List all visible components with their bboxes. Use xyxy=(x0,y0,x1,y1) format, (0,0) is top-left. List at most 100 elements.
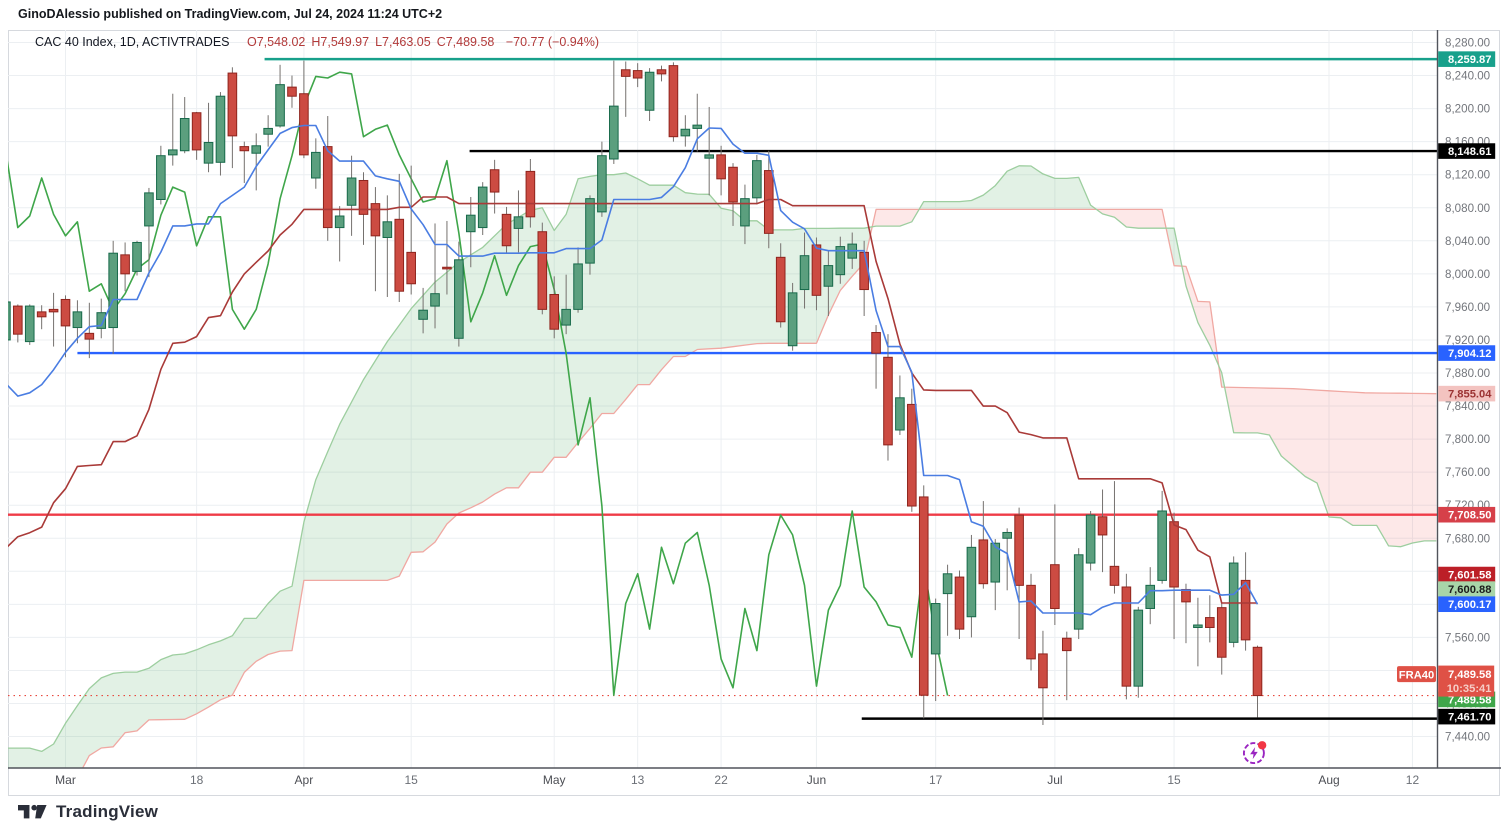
candle[interactable] xyxy=(1145,567,1156,625)
candle[interactable] xyxy=(752,154,762,205)
candle[interactable] xyxy=(740,184,750,245)
price-label-hline[interactable]: 8,148.61 xyxy=(1438,143,1496,159)
candle[interactable] xyxy=(13,304,23,343)
tenkan-label[interactable]: 7,600.17 xyxy=(1438,596,1496,613)
candle[interactable] xyxy=(775,243,786,328)
candle[interactable] xyxy=(454,241,464,347)
candle[interactable] xyxy=(1050,504,1060,626)
candle[interactable] xyxy=(489,159,500,214)
candle[interactable] xyxy=(251,133,262,191)
candle[interactable] xyxy=(120,242,130,292)
candle[interactable] xyxy=(1193,597,1203,667)
candle[interactable] xyxy=(609,60,619,164)
candle[interactable] xyxy=(239,141,250,183)
candle[interactable] xyxy=(1133,606,1144,698)
candle[interactable] xyxy=(585,195,595,275)
candle[interactable] xyxy=(394,173,405,302)
candle[interactable] xyxy=(644,68,655,121)
candle[interactable] xyxy=(978,501,989,589)
tradingview-footer[interactable]: TradingView xyxy=(18,799,158,825)
candle[interactable] xyxy=(60,295,71,358)
candle[interactable] xyxy=(966,534,977,638)
candle[interactable] xyxy=(382,195,393,297)
plot-area[interactable] xyxy=(0,30,1438,778)
candle[interactable] xyxy=(167,93,178,166)
candle[interactable] xyxy=(787,282,798,351)
candle[interactable] xyxy=(704,106,714,196)
candle[interactable] xyxy=(358,172,369,245)
candle[interactable] xyxy=(84,302,95,359)
candle[interactable] xyxy=(96,298,107,339)
candle[interactable] xyxy=(370,187,381,292)
x-axis-labels[interactable]: Mar 18 Apr 15 May 13 22 Jun 17 Jul 15 Aug 12 xyxy=(55,773,1419,787)
candle[interactable] xyxy=(835,236,846,284)
horizontal-lines[interactable] xyxy=(0,57,1438,720)
candle[interactable] xyxy=(1252,645,1263,718)
candle[interactable] xyxy=(215,92,226,176)
candle[interactable] xyxy=(1157,490,1167,584)
senkou-b-label[interactable]: 7,855.04 xyxy=(1438,385,1496,402)
candle[interactable] xyxy=(537,222,548,315)
candle[interactable] xyxy=(227,67,238,169)
candle[interactable] xyxy=(525,159,536,228)
candle[interactable] xyxy=(299,60,309,159)
candle[interactable] xyxy=(144,187,154,278)
candle[interactable] xyxy=(346,155,357,236)
candle[interactable] xyxy=(275,64,285,128)
candle[interactable] xyxy=(108,240,118,354)
candle[interactable] xyxy=(1216,603,1227,675)
price-label-hline[interactable]: 7,708.50 xyxy=(1438,506,1496,523)
candle[interactable] xyxy=(418,287,428,334)
candle[interactable] xyxy=(2,300,11,345)
candle[interactable] xyxy=(1121,573,1132,700)
candle[interactable] xyxy=(203,102,214,173)
candle[interactable] xyxy=(72,300,83,344)
candle[interactable] xyxy=(1181,583,1191,644)
candle[interactable] xyxy=(823,250,834,316)
candle[interactable] xyxy=(1240,552,1251,651)
candle[interactable] xyxy=(24,304,35,345)
candle[interactable] xyxy=(442,220,452,295)
candle[interactable] xyxy=(1061,631,1072,701)
candle[interactable] xyxy=(990,539,1001,611)
candle[interactable] xyxy=(799,232,810,309)
candle[interactable] xyxy=(477,182,488,236)
candle[interactable] xyxy=(334,206,345,262)
axes[interactable]: 7,440.007,480.007,520.007,560.007,600.00… xyxy=(8,30,1501,787)
price-label-hline[interactable]: 7,461.70 xyxy=(1438,708,1496,725)
candle[interactable] xyxy=(287,75,297,108)
candle[interactable] xyxy=(954,570,965,640)
price-label-hline[interactable]: 7,904.12 xyxy=(1438,345,1496,361)
candles[interactable] xyxy=(2,60,1263,725)
candle[interactable] xyxy=(871,325,881,389)
candle[interactable] xyxy=(263,115,273,147)
candle[interactable] xyxy=(561,274,571,335)
price-label-hline[interactable]: 8,259.87 xyxy=(1438,51,1496,67)
candle[interactable] xyxy=(1026,573,1036,671)
candle[interactable] xyxy=(930,598,941,702)
candle[interactable] xyxy=(632,63,643,88)
candle[interactable] xyxy=(1169,512,1179,640)
candle[interactable] xyxy=(1097,489,1108,573)
candle[interactable] xyxy=(191,111,202,160)
candle[interactable] xyxy=(680,115,691,147)
candle[interactable] xyxy=(811,237,822,311)
candle[interactable] xyxy=(513,190,524,253)
senkou-a-label[interactable]: 7,600.88 xyxy=(1438,581,1496,597)
candle[interactable] xyxy=(311,138,321,189)
candle[interactable] xyxy=(883,334,893,461)
candle[interactable] xyxy=(895,375,905,435)
candle[interactable] xyxy=(501,206,512,254)
kijun-label[interactable]: 7,601.58 xyxy=(1438,566,1496,583)
flash-idea-icon[interactable] xyxy=(1242,741,1267,765)
candle[interactable] xyxy=(907,388,917,512)
candle[interactable] xyxy=(549,276,560,339)
candle[interactable] xyxy=(1228,556,1239,648)
candle[interactable] xyxy=(1085,510,1096,571)
symbol-tag[interactable]: FRA40 xyxy=(1397,666,1436,683)
candle[interactable] xyxy=(36,305,47,330)
candle[interactable] xyxy=(132,240,142,276)
current-price-label[interactable]: 7,489.58 10:35:41 xyxy=(1438,665,1495,697)
candle[interactable] xyxy=(716,145,726,196)
